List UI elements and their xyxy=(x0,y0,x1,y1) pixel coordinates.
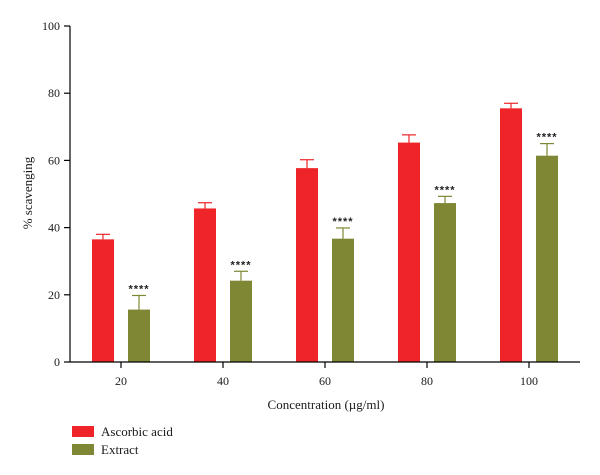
significance-label: **** xyxy=(536,132,557,144)
legend-swatch xyxy=(72,444,94,455)
x-axis-title: Concentration (µg/ml) xyxy=(268,397,385,412)
y-tick-label: 100 xyxy=(42,19,60,33)
x-tick-label: 80 xyxy=(421,374,433,388)
bar-ascorbic-acid xyxy=(500,108,522,362)
bar-extract xyxy=(128,309,150,362)
y-tick-label: 40 xyxy=(48,221,60,235)
bar-ascorbic-acid xyxy=(398,142,420,362)
y-axis-ticks: 0 20 40 60 80 100 xyxy=(42,19,70,369)
y-axis-title: % scavenging xyxy=(20,156,35,229)
bar-group: **** **** **** **** **** xyxy=(92,102,558,362)
legend-swatch xyxy=(72,426,94,437)
x-tick-label: 100 xyxy=(520,374,538,388)
bar-ascorbic-acid xyxy=(194,208,216,362)
bar-extract xyxy=(230,280,252,362)
bar-extract xyxy=(536,155,558,362)
y-tick-label: 20 xyxy=(48,288,60,302)
x-tick-label: 40 xyxy=(217,374,229,388)
significance-label: **** xyxy=(230,259,251,271)
significance-label: **** xyxy=(128,283,149,295)
x-axis-ticks: 20 40 60 80 100 xyxy=(115,362,538,388)
y-tick-label: 80 xyxy=(48,86,60,100)
bar-extract xyxy=(332,238,354,362)
bar-extract xyxy=(434,203,456,362)
significance-label: **** xyxy=(332,216,353,228)
legend-label: Extract xyxy=(101,442,139,457)
legend-label: Ascorbic acid xyxy=(101,424,173,439)
bar-ascorbic-acid xyxy=(296,168,318,362)
legend: Ascorbic acid Extract xyxy=(72,424,173,457)
significance-label: **** xyxy=(434,184,455,196)
x-tick-label: 60 xyxy=(319,374,331,388)
bar-ascorbic-acid xyxy=(92,239,114,362)
y-tick-label: 0 xyxy=(54,355,60,369)
x-tick-label: 20 xyxy=(115,374,127,388)
y-tick-label: 60 xyxy=(48,153,60,167)
